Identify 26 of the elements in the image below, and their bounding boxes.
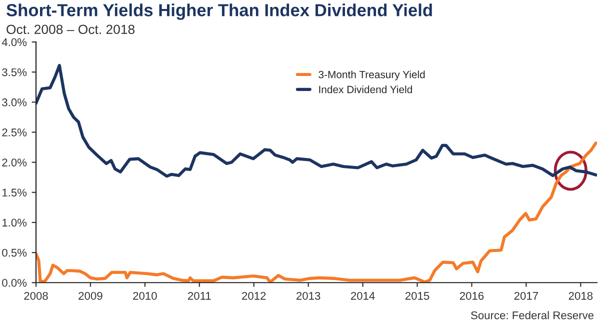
y-tick-label: 0.0%: [2, 278, 27, 287]
legend-label: Index Dividend Yield: [319, 86, 412, 94]
x-tick-label: 2012: [242, 292, 266, 300]
y-tick-label: 1.0%: [2, 218, 27, 227]
x-tick-label: 2014: [350, 292, 375, 300]
x-tick-label: 2013: [296, 292, 320, 300]
y-tick-label: 2.5%: [2, 128, 27, 136]
y-tick-label: 0.5%: [2, 248, 27, 257]
x-tick-label: 2011: [188, 292, 211, 300]
source-note: Source: Federal Reserve: [471, 311, 594, 320]
x-tick-label: 2016: [460, 292, 484, 300]
y-tick-label: 2.0%: [2, 158, 27, 166]
chart-subtitle: Oct. 2008 – Oct. 2018: [6, 24, 135, 34]
y-tick-label: 3.5%: [2, 68, 27, 76]
legend-label: 3-Month Treasury Yield: [318, 70, 425, 80]
y-tick-label: 4.0%: [2, 38, 27, 46]
x-tick-label: 2018: [568, 292, 593, 300]
x-tick-label: 2015: [405, 292, 430, 300]
y-tick-label: 3.0%: [2, 98, 27, 106]
y-tick-label: 1.5%: [2, 188, 27, 197]
x-tick-label: 2009: [78, 292, 102, 300]
x-tick-label: 2010: [133, 292, 157, 300]
chart-title: Short-Term Yields Higher Than Index Dividend Yield: [6, 4, 432, 20]
x-tick-label: 2008: [24, 292, 48, 300]
line-series: [36, 64, 597, 178]
x-tick-label: 2017: [514, 292, 538, 300]
